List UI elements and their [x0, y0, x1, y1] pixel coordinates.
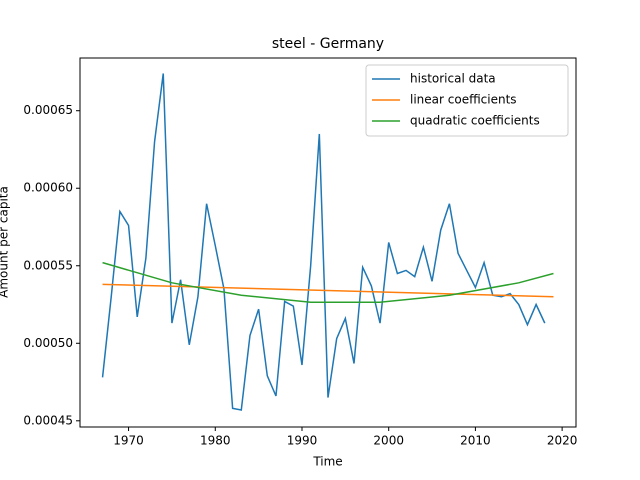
x-tick-label: 1970	[113, 434, 144, 448]
legend-label: historical data	[410, 72, 496, 86]
y-axis-label: Amount per capita	[0, 186, 11, 298]
x-tick-label: 2000	[373, 434, 404, 448]
legend-label: linear coefficients	[410, 93, 517, 107]
y-tick-label: 0.00060	[23, 181, 73, 195]
x-tick-label: 1980	[200, 434, 231, 448]
chart-title: steel - Germany	[272, 36, 384, 52]
series-line	[102, 261, 554, 303]
x-tick-label: 2020	[547, 434, 578, 448]
x-tick-label: 1990	[287, 434, 318, 448]
legend-label: quadratic coefficients	[410, 114, 540, 128]
y-tick-label: 0.00050	[23, 336, 73, 350]
series-line	[101, 73, 546, 411]
x-axis-label: Time	[312, 455, 342, 469]
x-tick-label: 2010	[460, 434, 491, 448]
series-line	[102, 283, 554, 298]
legend-box	[365, 64, 569, 137]
plot-frame	[79, 57, 577, 428]
y-tick-label: 0.00065	[23, 103, 73, 117]
y-tick-label: 0.00045	[23, 413, 73, 427]
y-tick-label: 0.00055	[23, 258, 73, 272]
